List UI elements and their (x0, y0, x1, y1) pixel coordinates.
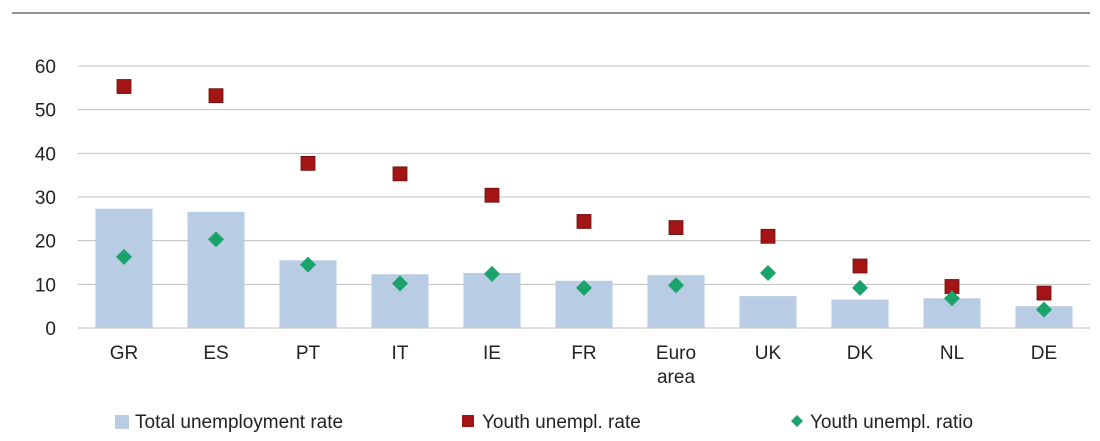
diamond-marker (1036, 301, 1052, 318)
square-marker (668, 220, 684, 235)
bar (187, 211, 245, 328)
square-marker (300, 155, 316, 171)
legend-swatch-square (462, 415, 474, 427)
category-label: GR (110, 343, 139, 364)
legend-label: Youth unempl. rate (482, 412, 641, 433)
bar (463, 272, 521, 328)
category-label: ES (203, 343, 228, 364)
square-marker (760, 228, 776, 244)
category-label: IT (392, 343, 409, 364)
y-tick-label: 10 (35, 275, 56, 296)
category-label: DK (847, 343, 874, 364)
category-label: FR (571, 343, 596, 364)
diamond-marker (760, 264, 776, 281)
bar (831, 299, 889, 328)
legend-swatch-bar (115, 415, 129, 429)
bar (95, 208, 153, 328)
category-label: UK (755, 343, 782, 364)
square-marker (576, 214, 592, 229)
category-label: IE (483, 343, 501, 364)
square-marker (116, 79, 132, 94)
legend-swatch-diamond (791, 415, 803, 427)
bar (739, 296, 797, 328)
square-marker (208, 88, 224, 104)
diamond-marker (208, 231, 224, 248)
diamond-marker (392, 275, 408, 292)
y-tick-label: 20 (35, 232, 56, 253)
category-label: PT (296, 343, 321, 364)
y-axis-ticks: 0 10 20 30 40 50 60 (35, 57, 56, 340)
marker-series (116, 79, 1052, 318)
square-marker (484, 187, 500, 203)
category-label: NL (940, 343, 964, 364)
square-marker (1036, 285, 1052, 301)
y-tick-label: 60 (35, 57, 56, 78)
y-tick-label: 0 (45, 319, 56, 340)
y-tick-label: 40 (35, 144, 56, 165)
diamond-marker (668, 277, 684, 294)
square-marker (852, 258, 868, 274)
y-tick-label: 50 (35, 101, 56, 122)
diamond-marker (944, 290, 960, 307)
diamond-marker (576, 279, 592, 296)
diamond-marker (300, 256, 316, 273)
bar-series (95, 208, 1073, 328)
category-label: Euro (656, 343, 696, 364)
category-label: area (657, 367, 695, 388)
diamond-marker (116, 248, 132, 265)
legend-label: Total unemployment rate (135, 412, 343, 433)
diamond-marker (484, 265, 500, 282)
category-label: DE (1031, 343, 1057, 364)
y-tick-label: 30 (35, 188, 56, 209)
legend: Total unemployment rate Youth unempl. rat… (115, 412, 973, 433)
diamond-marker (852, 279, 868, 296)
x-axis-labels: GR ES PT IT IE FR Euro area UK DK NL DE (110, 343, 1057, 388)
legend-label: Youth unempl. ratio (810, 412, 973, 433)
square-marker (392, 166, 408, 182)
